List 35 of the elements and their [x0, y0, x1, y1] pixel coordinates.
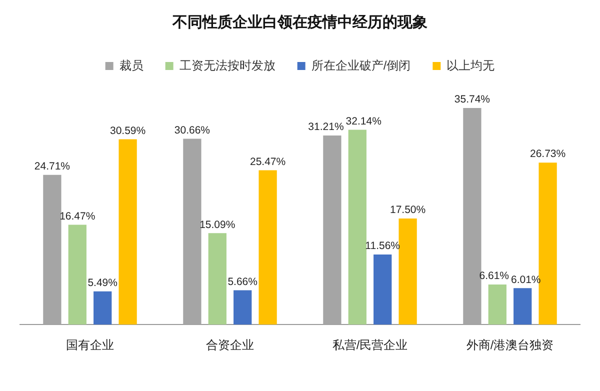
data-label: 30.66%: [174, 124, 210, 136]
data-label: 16.47%: [60, 210, 96, 222]
bar: [514, 288, 532, 325]
bar: [68, 224, 86, 325]
x-tick-label: 私营/民营企业: [332, 338, 408, 352]
data-label: 5.66%: [228, 276, 258, 288]
chart-title: 不同性质企业白领在疫情中经历的现象: [172, 14, 428, 32]
bar: [94, 291, 112, 325]
bar: [234, 290, 252, 325]
data-label: 6.61%: [479, 270, 510, 282]
legend-label: 裁员: [119, 58, 144, 72]
legend-label: 以上均无: [446, 58, 495, 72]
data-label: 24.71%: [34, 160, 70, 172]
bar: [398, 218, 417, 325]
data-label: 17.50%: [390, 204, 426, 216]
data-label: 32.14%: [346, 115, 382, 128]
bar: [374, 254, 392, 325]
data-label: 25.47%: [250, 156, 286, 168]
bar: [538, 162, 557, 325]
data-label: 35.74%: [454, 94, 490, 106]
bar: [118, 139, 137, 325]
data-label: 26.73%: [530, 148, 566, 160]
x-tick-label: 外商/港澳台独资: [466, 338, 554, 352]
data-label: 15.09%: [200, 218, 236, 231]
legend-label: 工资无法按时发放: [179, 58, 276, 72]
bar: [208, 233, 226, 325]
legend-label: 所在企业破产/倒闭: [311, 58, 411, 72]
bar: [258, 170, 277, 325]
x-tick-label: 合资企业: [206, 338, 254, 352]
data-label: 5.49%: [88, 276, 118, 289]
data-label: 31.21%: [308, 121, 344, 134]
x-tick-label: 国有企业: [66, 338, 114, 352]
data-label: 30.59%: [110, 124, 146, 137]
bar: [488, 284, 506, 325]
bar: [348, 130, 366, 325]
